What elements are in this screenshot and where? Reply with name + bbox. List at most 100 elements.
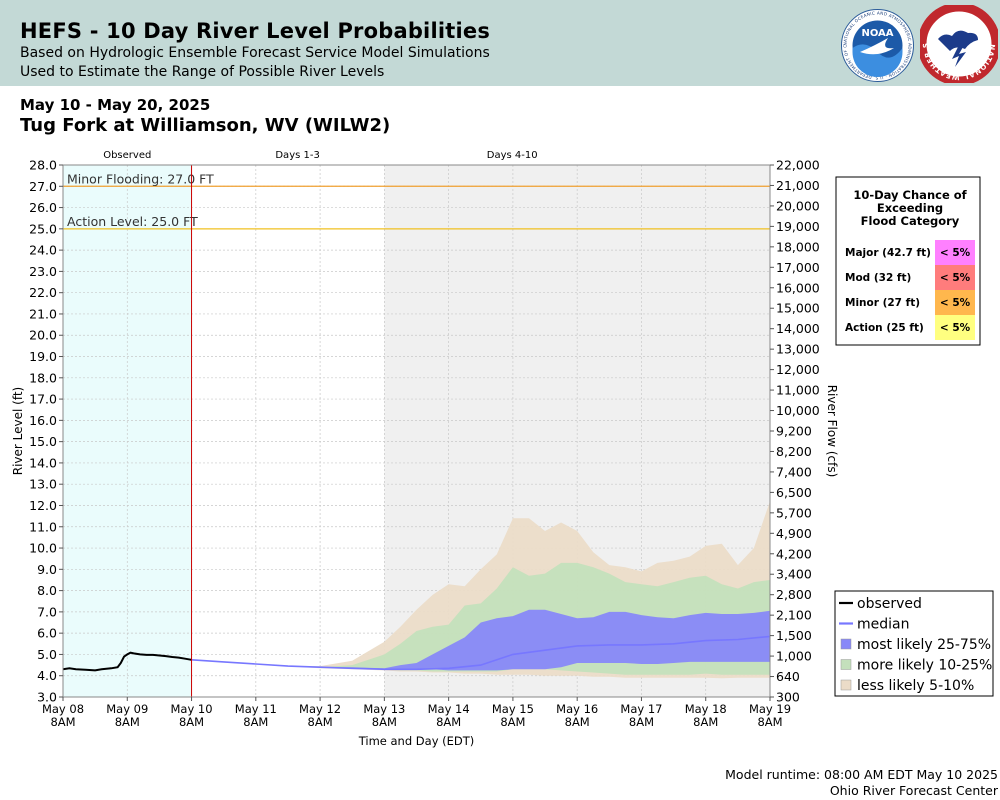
right-tick-label: 8,200 (776, 444, 812, 459)
x-tick-time-label: 8AM (693, 715, 718, 729)
right-tick-label: 13,000 (776, 342, 820, 357)
chart-legend: observed median most likely 25-75% more lik… (834, 590, 994, 697)
flood-chance-cell (935, 240, 975, 265)
station-name: Tug Fork at Williamson, WV (WILW2) (20, 115, 391, 136)
y-tick-label: 6.0 (37, 626, 57, 641)
y-tick-label: 16.0 (29, 413, 57, 428)
right-tick-label: 640 (776, 669, 800, 684)
median-series-line (191, 635, 771, 671)
right-tick-label: 16,000 (776, 280, 820, 295)
right-tick-label: 11,000 (776, 383, 820, 398)
region-label-observed: Observed (103, 150, 151, 161)
y-tick-label: 15.0 (29, 434, 57, 449)
right-tick-label: 2,100 (776, 608, 812, 623)
right-tick-label: 7,400 (776, 464, 812, 479)
y-tick-label: 5.0 (37, 647, 57, 662)
band-most-likely-25-75 (191, 609, 770, 671)
model-runtime: Model runtime: 08:00 AM EDT May 10 2025 (725, 767, 998, 782)
right-tick-label: 21,000 (776, 178, 820, 193)
right-tick-label: 9,200 (776, 424, 812, 439)
x-tick-day-label: May 12 (299, 702, 341, 716)
x-tick-time-label: 8AM (757, 715, 782, 729)
right-tick-label: 4,200 (776, 546, 812, 561)
y-tick-label: 4.0 (37, 668, 57, 683)
page-header: HEFS - 10 Day River Level Probabilities … (0, 0, 1000, 86)
noaa-logo-text: NOAA (861, 28, 893, 39)
right-tick-label: 22,000 (776, 158, 820, 173)
action-level-line-label: Action Level: 25.0 FT (67, 214, 198, 229)
y-tick-label: 10.0 (29, 541, 57, 556)
y-tick-label: 12.0 (29, 498, 57, 513)
flood-chance-cell (935, 315, 975, 340)
y-axis-right-label: River Flow (cfs) (825, 385, 839, 478)
y-tick-label: 28.0 (29, 158, 57, 173)
right-tick-label: 17,000 (776, 260, 820, 275)
flood-chance-cell (935, 290, 975, 315)
right-tick-label: 18,000 (776, 239, 820, 254)
flood-chance-value: < 5% (940, 297, 971, 309)
right-tick-label: 12,000 (776, 362, 820, 377)
flood-category-label: Major (42.7 ft) (845, 247, 931, 259)
region-label-days-4-10: Days 4-10 (487, 150, 538, 161)
hefs-chart: Observed Days 1-3 Days 4-10 Minor Flooding:… (11, 150, 994, 748)
y-tick-label: 11.0 (29, 519, 57, 534)
y-tick-label: 24.0 (29, 243, 57, 258)
x-tick-day-label: May 08 (42, 702, 84, 716)
flood-category-label: Action (25 ft) (845, 322, 924, 334)
y-tick-label: 3.0 (37, 690, 57, 705)
y-tick-label: 27.0 (29, 179, 57, 194)
flood-chance-value: < 5% (940, 247, 971, 259)
forecast-center: Ohio River Forecast Center (829, 783, 998, 798)
x-tick-time-label: 8AM (115, 715, 140, 729)
right-tick-label: 4,900 (776, 526, 812, 541)
right-tick-label: 300 (776, 690, 800, 705)
flood-category-label: Mod (32 ft) (845, 272, 911, 284)
legend-item-label: observed (857, 596, 922, 612)
right-tick-label: 20,000 (776, 198, 820, 213)
y-tick-label: 23.0 (29, 264, 57, 279)
minor-flooding-line-label: Minor Flooding: 27.0 FT (67, 171, 214, 186)
legend-swatch-box (840, 679, 852, 691)
right-tick-label: 2,800 (776, 587, 812, 602)
x-tick-day-label: May 13 (363, 702, 405, 716)
x-tick-time-label: 8AM (436, 715, 461, 729)
x-tick-time-label: 8AM (372, 715, 397, 729)
page-subtitle-model: Based on Hydrologic Ensemble Forecast Se… (20, 45, 490, 61)
x-tick-day-label: May 10 (171, 702, 213, 716)
x-tick-day-label: May 19 (749, 702, 791, 716)
legend-item-label: more likely 10-25% (857, 658, 992, 674)
y-tick-label: 20.0 (29, 328, 57, 343)
nws-logo: NATIONAL WEATHER SERVICE (920, 5, 998, 83)
y-axis-label: River Level (ft) (11, 387, 25, 475)
right-tick-label: 15,000 (776, 301, 820, 316)
region-label-days-1-3: Days 1-3 (275, 150, 319, 161)
y-tick-label: 8.0 (37, 583, 57, 598)
x-tick-time-label: 8AM (308, 715, 333, 729)
y-tick-label: 14.0 (29, 455, 57, 470)
x-tick-day-label: May 17 (620, 702, 662, 716)
right-tick-label: 3,400 (776, 567, 812, 582)
flood-chance-value: < 5% (940, 272, 971, 284)
right-tick-label: 1,500 (776, 628, 812, 643)
legend-item-label: most likely 25-75% (857, 637, 991, 653)
x-tick-time-label: 8AM (565, 715, 590, 729)
right-tick-label: 10,000 (776, 403, 820, 418)
y-tick-label: 22.0 (29, 285, 57, 300)
right-tick-label: 14,000 (776, 321, 820, 336)
x-tick-day-label: May 16 (556, 702, 598, 716)
right-tick-label: 6,500 (776, 485, 812, 500)
right-tick-label: 1,000 (776, 649, 812, 664)
x-tick-time-label: 8AM (179, 715, 204, 729)
page-subtitle-purpose: Used to Estimate the Range of Possible R… (20, 64, 385, 80)
x-tick-day-label: May 11 (235, 702, 277, 716)
flood-table-title: Exceeding (877, 201, 943, 215)
y-tick-label: 19.0 (29, 349, 57, 364)
y-tick-label: 25.0 (29, 221, 57, 236)
legend-swatch-box (840, 659, 852, 670)
x-tick-time-label: 8AM (243, 715, 268, 729)
y-tick-label: 21.0 (29, 306, 57, 321)
legend-item-label: median (857, 617, 909, 633)
noaa-logo: NATIONAL OCEANIC AND ATMOSPHERIC ADMINIS… (840, 8, 914, 82)
y-tick-label: 18.0 (29, 370, 57, 385)
